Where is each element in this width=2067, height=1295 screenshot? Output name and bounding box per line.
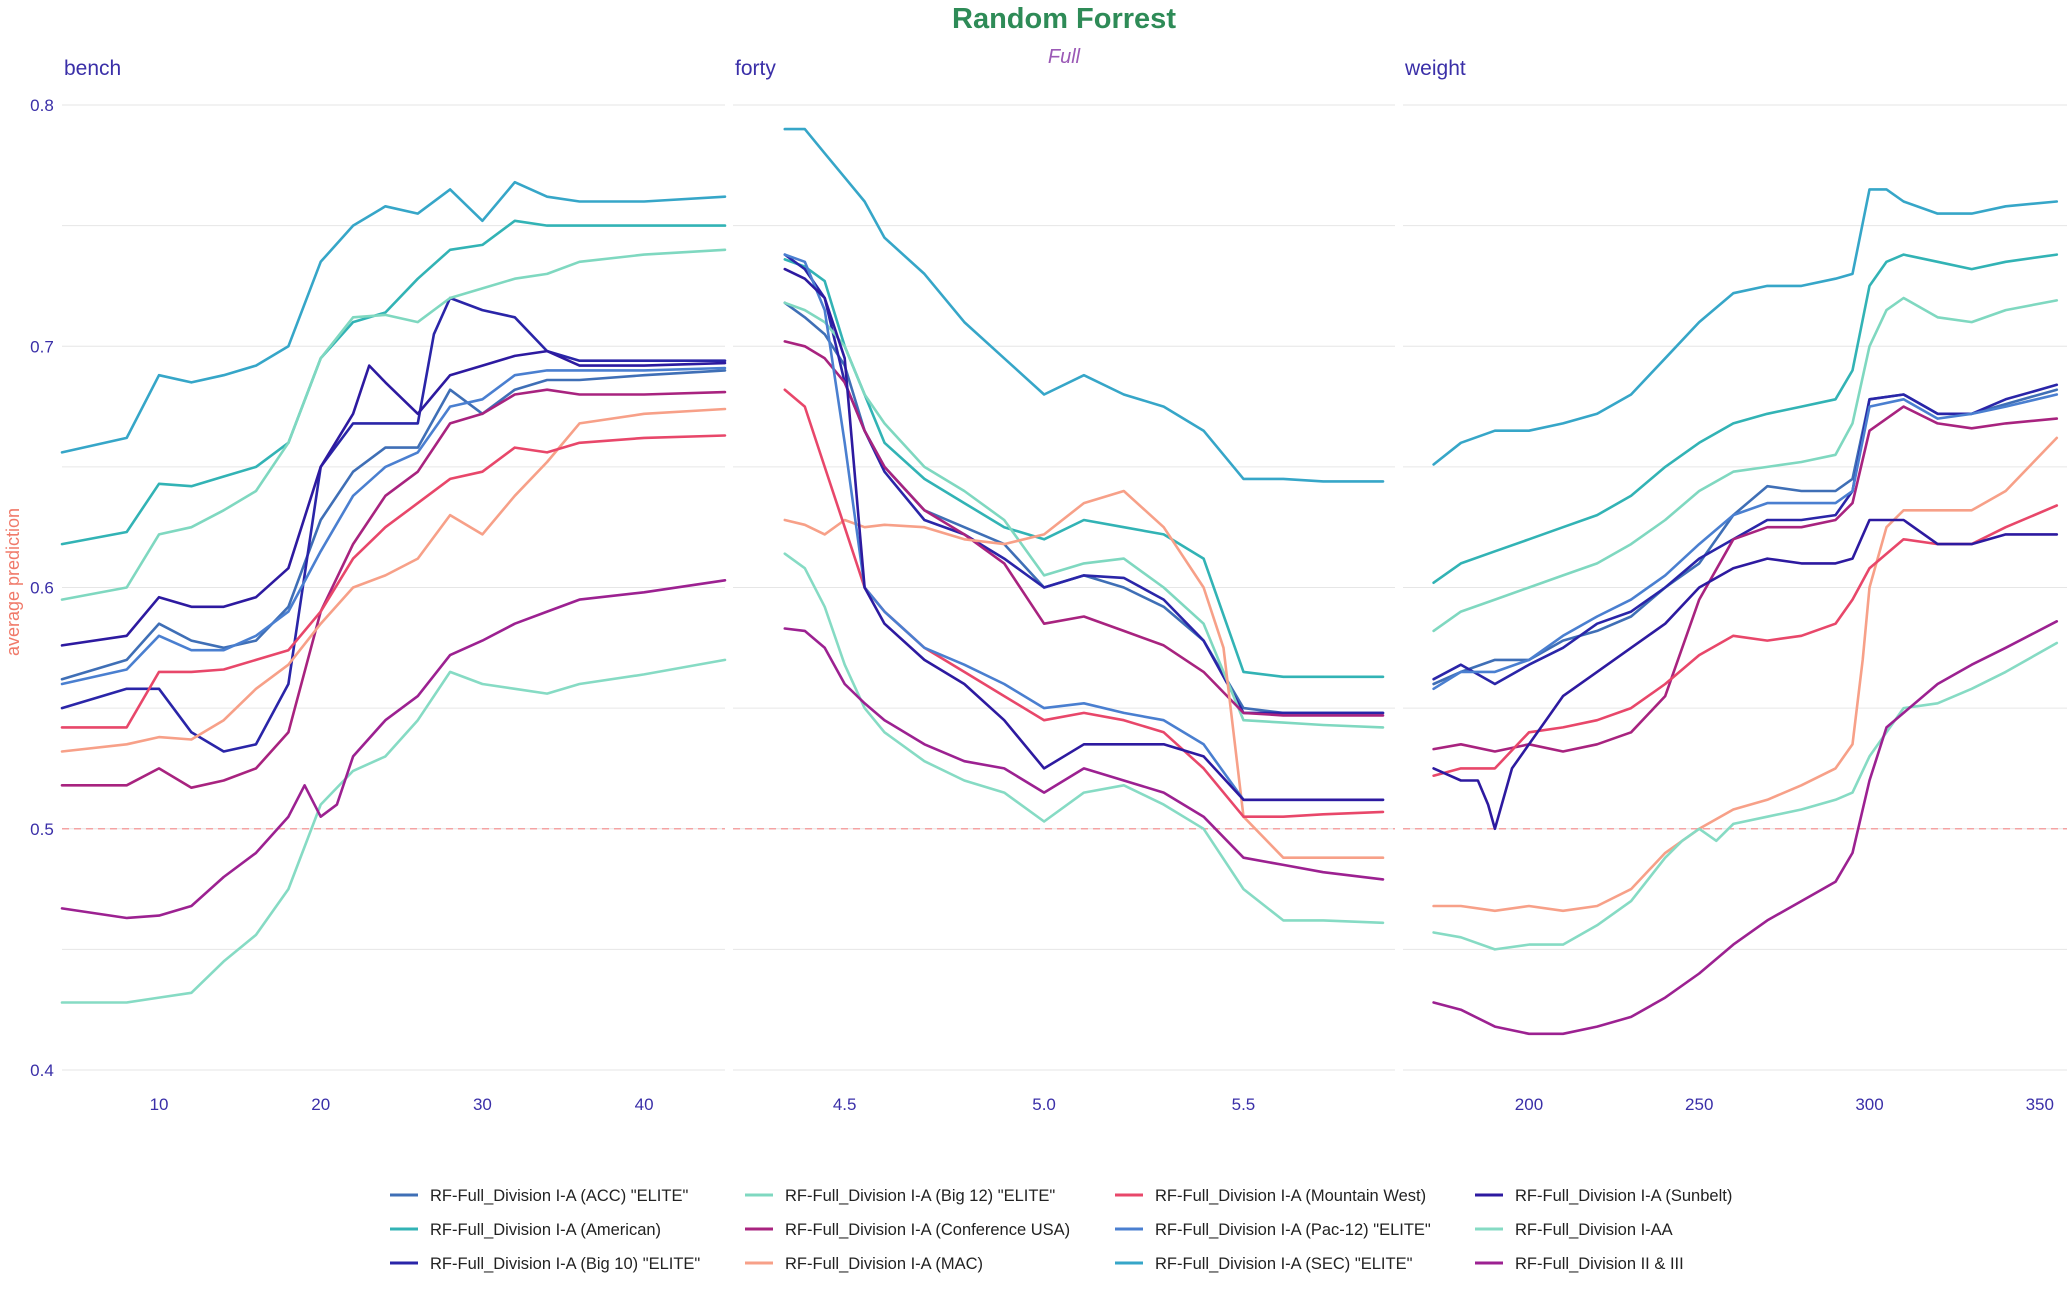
legend-label: RF-Full_Division I-A (ACC) "ELITE" [430,1187,688,1205]
legend-label: RF-Full_Division I-A (MAC) [785,1255,983,1273]
legend-item: RF-Full_Division I-AA [1475,1221,1673,1239]
series-line [1432,253,2059,585]
x-tick-label: 40 [635,1095,654,1114]
x-tick-label: 4.5 [833,1095,857,1114]
y-tick-label: 0.8 [30,96,54,115]
series-line [1432,436,2059,913]
series-line [60,407,727,753]
legend-label: RF-Full_Division I-A (American) [430,1221,661,1239]
facet-panels: bench 0.4 0.5 0.6 0.7 0.8 10 20 30 40 forty 4.5 5.0 5… [30,57,2067,1114]
y-tick-label: 0.5 [30,820,54,839]
series-line [60,434,727,729]
legend-item: RF-Full_Division I-A (American) [390,1221,661,1239]
x-tick-label: 5.5 [1232,1095,1256,1114]
legend-label: RF-Full_Division II & III [1515,1255,1684,1273]
panel-forty: forty 4.5 5.0 5.5 [733,57,1395,1114]
series-line [60,658,727,1004]
panel-bench: bench 0.4 0.5 0.6 0.7 0.8 10 20 30 40 [30,57,727,1114]
legend-label: RF-Full_Division I-AA [1515,1221,1673,1239]
series-line [1432,504,2059,778]
panel-weight: weight 200 250 300 350 [1403,57,2067,1114]
legend-item: RF-Full_Division I-A (Big 10) "ELITE" [390,1255,700,1273]
series-line [1432,518,2059,831]
x-tick-label: 200 [1515,1095,1543,1114]
facet-label: bench [64,57,121,80]
panel-grid [1403,104,2067,1071]
series-line [783,627,1385,881]
legend-item: RF-Full_Division I-A (ACC) "ELITE" [390,1187,688,1205]
legend-label: RF-Full_Division I-A (Conference USA) [785,1221,1070,1239]
legend-item: RF-Full_Division I-A (SEC) "ELITE" [1115,1255,1413,1273]
panel-grid [62,104,725,1071]
series-line [1432,383,2059,686]
series-line [783,340,1385,717]
series-line [1432,188,2059,466]
series-line [783,258,1385,679]
series-line [60,369,727,681]
legend-label: RF-Full_Division I-A (Big 12) "ELITE" [785,1187,1055,1205]
series-line [783,552,1385,925]
chart-subtitle: Full [1048,46,1081,68]
series-line [60,578,727,920]
legend-item: RF-Full_Division I-A (Sunbelt) [1475,1187,1732,1205]
series-line [783,127,1385,483]
legend: RF-Full_Division I-A (ACC) "ELITE" RF-Ful… [390,1187,1732,1273]
x-tick-label: 350 [2026,1095,2054,1114]
series-line [60,180,727,454]
x-tick-label: 5.0 [1032,1095,1056,1114]
series-line [1432,393,2059,691]
facet-label: forty [735,57,776,80]
series-line [60,388,727,790]
legend-item: RF-Full_Division I-A (Mountain West) [1115,1187,1426,1205]
y-tick-label: 0.7 [30,337,54,356]
legend-item: RF-Full_Division II & III [1475,1255,1684,1273]
series-line [60,349,727,647]
legend-item: RF-Full_Division I-A (Big 12) "ELITE" [745,1187,1055,1205]
legend-label: RF-Full_Division I-A (SEC) "ELITE" [1155,1255,1413,1273]
series-line [783,388,1385,819]
legend-item: RF-Full_Division I-A (Pac-12) "ELITE" [1115,1221,1431,1239]
series-line [783,489,1385,860]
legend-label: RF-Full_Division I-A (Sunbelt) [1515,1187,1732,1205]
legend-label: RF-Full_Division I-A (Mountain West) [1155,1187,1426,1205]
series-line [1432,296,2059,633]
series-line [783,267,1385,802]
y-axis-label: average prediction [3,508,23,656]
legend-item: RF-Full_Division I-A (MAC) [745,1255,983,1273]
series-line [60,248,727,601]
series-line [60,219,727,546]
series-line [1432,405,2059,753]
series-line [1432,388,2059,686]
x-tick-label: 30 [473,1095,492,1114]
series-line [60,366,727,686]
chart-title: Random Forrest [952,3,1176,35]
y-tick-label: 0.4 [30,1061,54,1080]
x-tick-label: 10 [150,1095,169,1114]
y-tick-label: 0.6 [30,579,54,598]
legend-label: RF-Full_Division I-A (Pac-12) "ELITE" [1155,1221,1431,1239]
x-tick-label: 250 [1685,1095,1713,1114]
series-line [1432,619,2059,1036]
series-line [783,253,1385,715]
x-tick-label: 300 [1855,1095,1883,1114]
series-line [783,301,1385,715]
facet-label: weight [1404,57,1466,80]
series-line [783,301,1385,729]
x-tick-label: 20 [311,1095,330,1114]
legend-item: RF-Full_Division I-A (Conference USA) [745,1221,1070,1239]
panel-grid [733,104,1395,1071]
legend-label: RF-Full_Division I-A (Big 10) "ELITE" [430,1255,700,1273]
series-line [1432,641,2059,951]
